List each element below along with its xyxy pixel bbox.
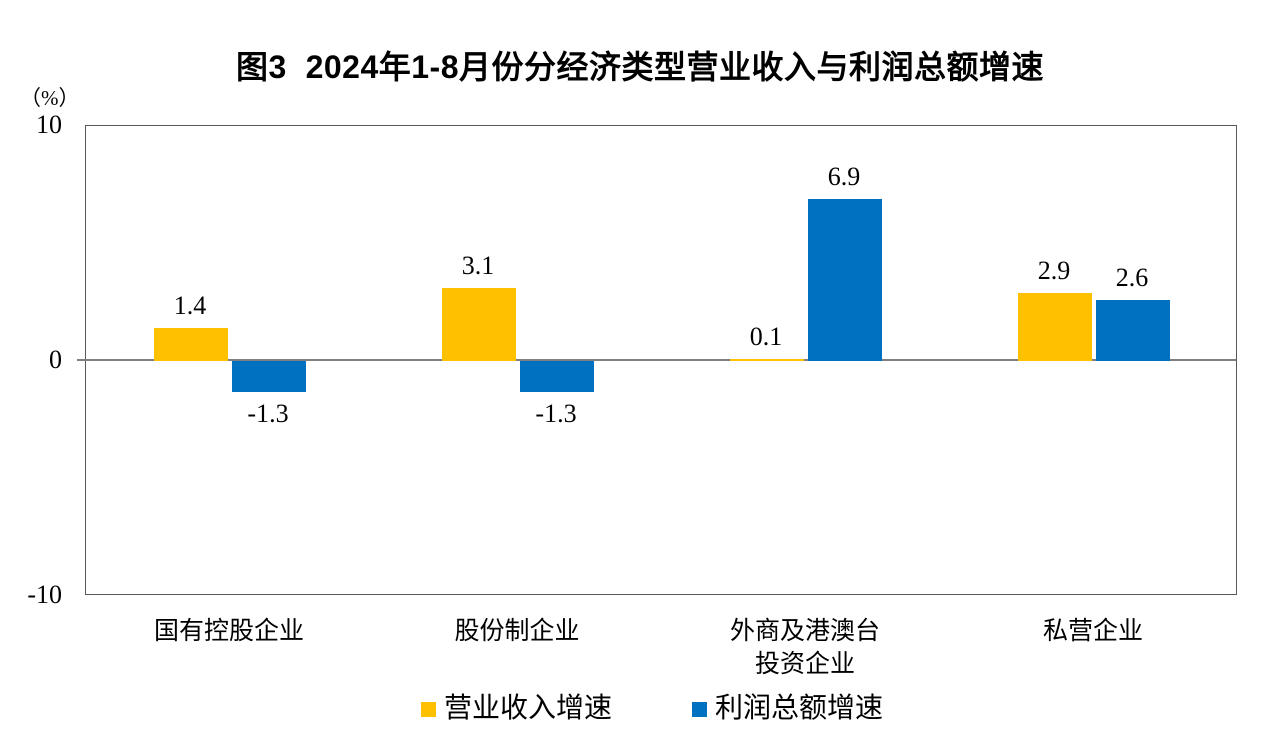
bar-value-label: 2.9 [1037, 256, 1071, 285]
bar-value-label: -1.3 [247, 399, 289, 428]
y-axis-unit-label: （%） [20, 86, 80, 110]
bar-value-label: 1.4 [173, 291, 207, 320]
legend-item-0: 营业收入增速 [420, 692, 612, 726]
y-tick-label: 0 [49, 345, 62, 374]
bar-revenue-growth-1 [442, 288, 516, 361]
category-label-3: 私营企业 [1042, 618, 1143, 645]
legend-swatch-icon [692, 701, 707, 717]
y-tick-label: -10 [27, 580, 62, 609]
legend-label: 利润总额增速 [715, 693, 884, 724]
bar-value-label: 3.1 [461, 251, 495, 280]
chart-title: 图3 2024年1-8月份分经济类型营业收入与利润总额增速 [235, 49, 1045, 85]
legend-label: 营业收入增速 [443, 693, 612, 724]
category-label-0: 国有控股企业 [153, 618, 304, 645]
bar-value-label: -1.3 [535, 399, 577, 428]
bar-revenue-growth-0 [154, 328, 228, 361]
bar-profit-growth-2 [808, 199, 882, 361]
legend: 营业收入增速 利润总额增速 [12, 692, 1280, 726]
bar-revenue-growth-2 [730, 359, 804, 361]
category-label-1: 股份制企业 [454, 618, 580, 645]
bar-revenue-growth-3 [1018, 293, 1092, 361]
category-label-2: 外商及港澳台 投资企业 [729, 618, 880, 678]
y-tick-label: 10 [36, 110, 62, 139]
bar-profit-growth-1 [520, 361, 594, 392]
bar-value-label: 6.9 [827, 162, 861, 191]
zero-line [77, 359, 1236, 361]
legend-item-1: 利润总额增速 [692, 692, 883, 726]
bar-value-label: 2.6 [1115, 263, 1149, 292]
plot-area [77, 125, 1237, 595]
bar-profit-growth-3 [1096, 300, 1170, 361]
legend-swatch-icon [420, 701, 436, 717]
bar-value-label: 0.1 [749, 322, 783, 351]
bar-profit-growth-0 [232, 361, 306, 392]
